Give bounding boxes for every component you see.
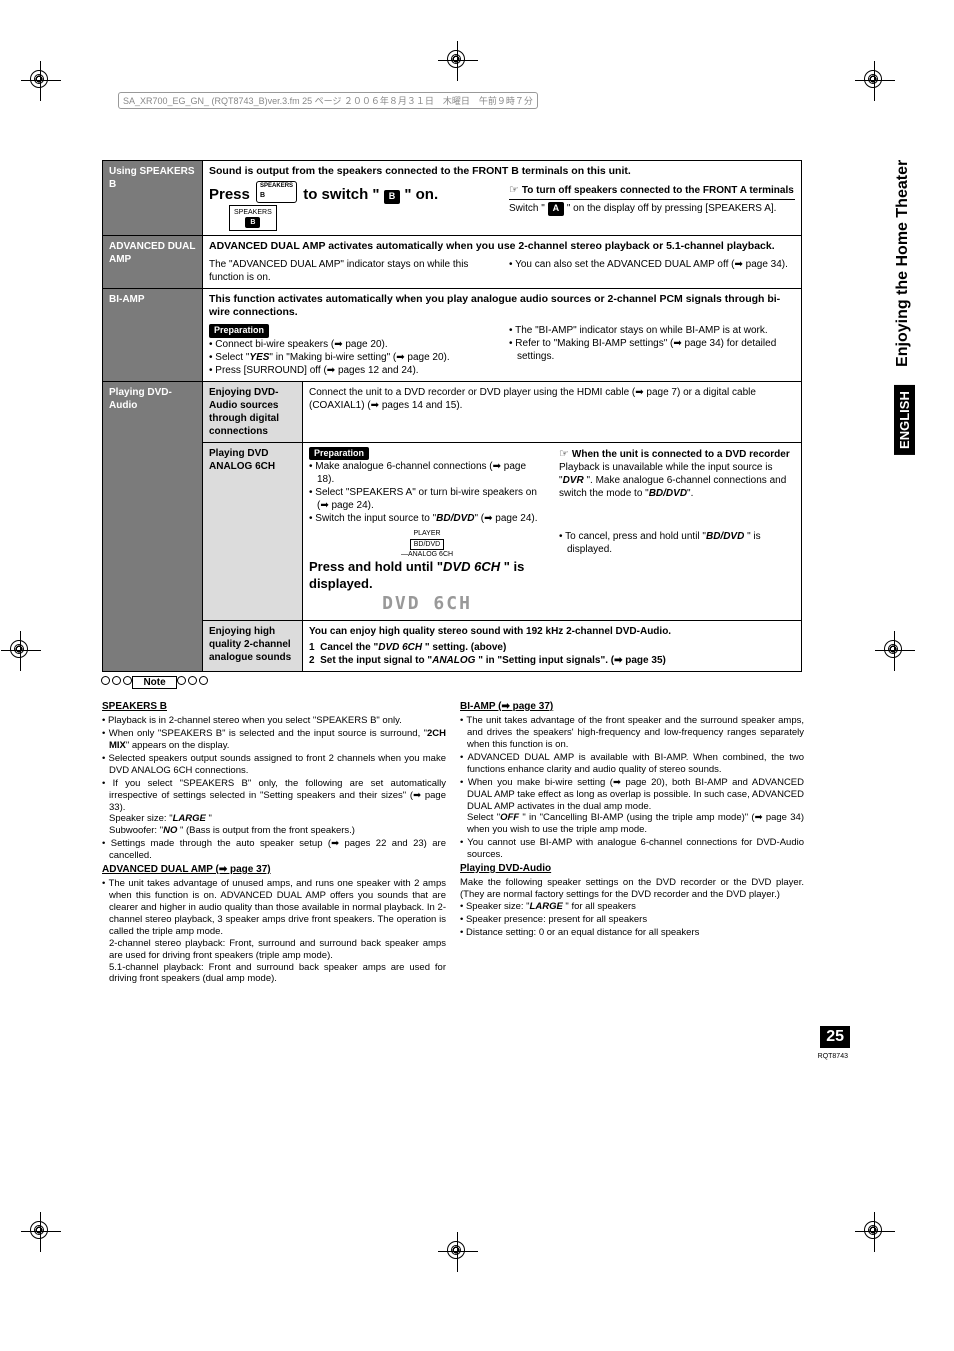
dvd-cancel: To cancel, press and hold until "BD/DVD … [559,530,795,556]
tip-title: To turn off speakers connected to the FR… [522,185,794,196]
dvd-p1: Make analogue 6-channel connections (➡ p… [309,460,545,486]
biamp-l3: Press [SURROUND] off (➡ pages 12 and 24)… [209,364,495,377]
note-p4: Distance setting: 0 or an equal distance… [460,927,804,939]
advdual-topline: ADVANCED DUAL AMP activates automaticall… [209,240,795,258]
note-b4: You cannot use BI-AMP with analogue 6-ch… [460,837,804,861]
dvd-tip-title: When the unit is connected to a DVD reco… [572,449,790,460]
row-hdr-adv-dual-amp: ADVANCED DUAL AMP [103,236,203,289]
row-hdr-dvd-audio: Playing DVD-Audio [103,381,203,671]
side-chapter: Enjoying the Home Theater [894,160,915,367]
note-h-biamp: BI-AMP (➡ page 37) [460,701,804,714]
note-l3: Selected speakers output sounds assigned… [102,753,446,777]
advdual-right: You can also set the ADVANCED DUAL AMP o… [509,258,795,271]
dvd-p3: Switch the input source to "BD/DVD" (➡ p… [309,512,545,525]
crop-mark [30,1221,90,1281]
note-l4: If you select "SPEAKERS B" only, the fol… [102,778,446,837]
notes-columns: SPEAKERS B Playback is in 2-channel ster… [102,699,804,986]
sub-hdr-analog6ch: Playing DVD ANALOG 6CH [203,442,303,620]
crop-mark [884,640,944,700]
speakersb-topline: Sound is output from the speakers connec… [209,165,795,183]
feature-table: Using SPEAKERS B Sound is output from th… [102,160,802,672]
note-h-advdual: ADVANCED DUAL AMP (➡ page 37) [102,864,446,877]
press-hold: Press and hold until "DVD 6CH " is displ… [309,559,545,593]
note-h-speakersb: SPEAKERS B [102,701,446,714]
badge-a-icon: A [548,202,565,216]
file-header: SA_XR700_EG_GN_ (RQT8743_B)ver.3.fm 25 ペ… [118,92,538,109]
crop-mark [10,640,70,700]
crop-mark [30,70,90,130]
display-speakers-icon: SPEAKERS B [229,205,277,231]
biamp-topline: This function activates automatically wh… [209,293,795,324]
digital-body: Connect the unit to a DVD recorder or DV… [303,381,802,442]
note-l1: Playback is in 2-channel stereo when you… [102,715,446,727]
note-a1: The unit takes advantage of unused amps,… [102,878,446,985]
seg-display: DVD 6CH [309,592,545,615]
note-p1: Make the following speaker settings on t… [460,877,804,901]
crop-mark [864,1221,924,1281]
note-b1: The unit takes advantage of the front sp… [460,715,804,751]
side-tab: ENGLISH Enjoying the Home Theater [894,160,915,455]
tip-body: Switch " A " on the display off by press… [509,199,795,216]
hq-step2: 2 Set the input signal to "ANALOG " in "… [309,654,795,667]
note-header: Note [100,672,850,691]
note-p2: Speaker size: "LARGE " for all speakers [460,901,804,913]
side-lang: ENGLISH [894,385,915,455]
hand-icon: ☞ [559,448,572,460]
badge-b-icon: B [384,190,401,204]
note-b3: When you make bi-wire setting (➡ page 20… [460,777,804,836]
biamp-r2: Refer to "Making BI-AMP settings" (➡ pag… [509,337,795,363]
sub-hdr-hq2ch: Enjoying high quality 2-channel analogue… [203,620,303,671]
biamp-l1: Connect bi-wire speakers (➡ page 20). [209,338,495,351]
crop-mark [864,70,924,130]
row-hdr-speakers-b: Using SPEAKERS B [103,161,203,236]
note-p3: Speaker presence: present for all speake… [460,914,804,926]
hq-topline: You can enjoy high quality stereo sound … [309,626,671,637]
biamp-r1: The "BI-AMP" indicator stays on while BI… [509,324,795,337]
biamp-l2: Select "YES" in "Making bi-wire setting"… [209,351,495,364]
speakersb-press: Press SPEAKERS B to switch " B " on. [209,186,438,203]
preparation-badge: Preparation [209,324,269,338]
speakers-b-button-icon: SPEAKERS B [256,181,297,203]
note-h-dvdaudio: Playing DVD-Audio [460,863,804,876]
note-l5: Settings made through the auto speaker s… [102,838,446,862]
hq-step1: 1 Cancel the "DVD 6CH " setting. (above) [309,641,795,654]
crop-mark [447,1241,507,1301]
preparation-badge: Preparation [309,447,369,461]
advdual-left: The "ADVANCED DUAL AMP" indicator stays … [209,258,495,284]
player-button-graphic: PLAYER BD/DVD —ANALOG 6CH [309,529,545,558]
dvd-p2: Select "SPEAKERS A" or turn bi-wire spea… [309,486,545,512]
sub-hdr-digital: Enjoying DVD-Audio sources through digit… [203,381,303,442]
rqt-code: RQT8743 [818,1053,848,1060]
dvd-tip-body: Playback is unavailable while the input … [559,461,795,500]
hand-icon: ☞ [509,184,522,196]
note-b2: ADVANCED DUAL AMP is available with BI-A… [460,752,804,776]
row-hdr-biamp: BI-AMP [103,288,203,381]
note-l2: When only "SPEAKERS B" is selected and t… [102,728,446,752]
page-number: 25 [820,1026,850,1048]
